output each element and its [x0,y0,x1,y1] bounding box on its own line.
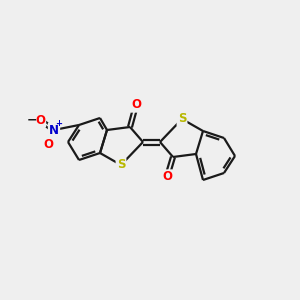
Text: O: O [43,137,53,151]
Text: S: S [117,158,125,172]
Text: N: N [49,124,59,136]
Text: O: O [131,98,141,112]
Text: −: − [27,113,37,127]
Text: O: O [35,113,45,127]
Text: O: O [162,170,172,184]
Text: +: + [56,119,62,128]
Text: S: S [178,112,186,125]
